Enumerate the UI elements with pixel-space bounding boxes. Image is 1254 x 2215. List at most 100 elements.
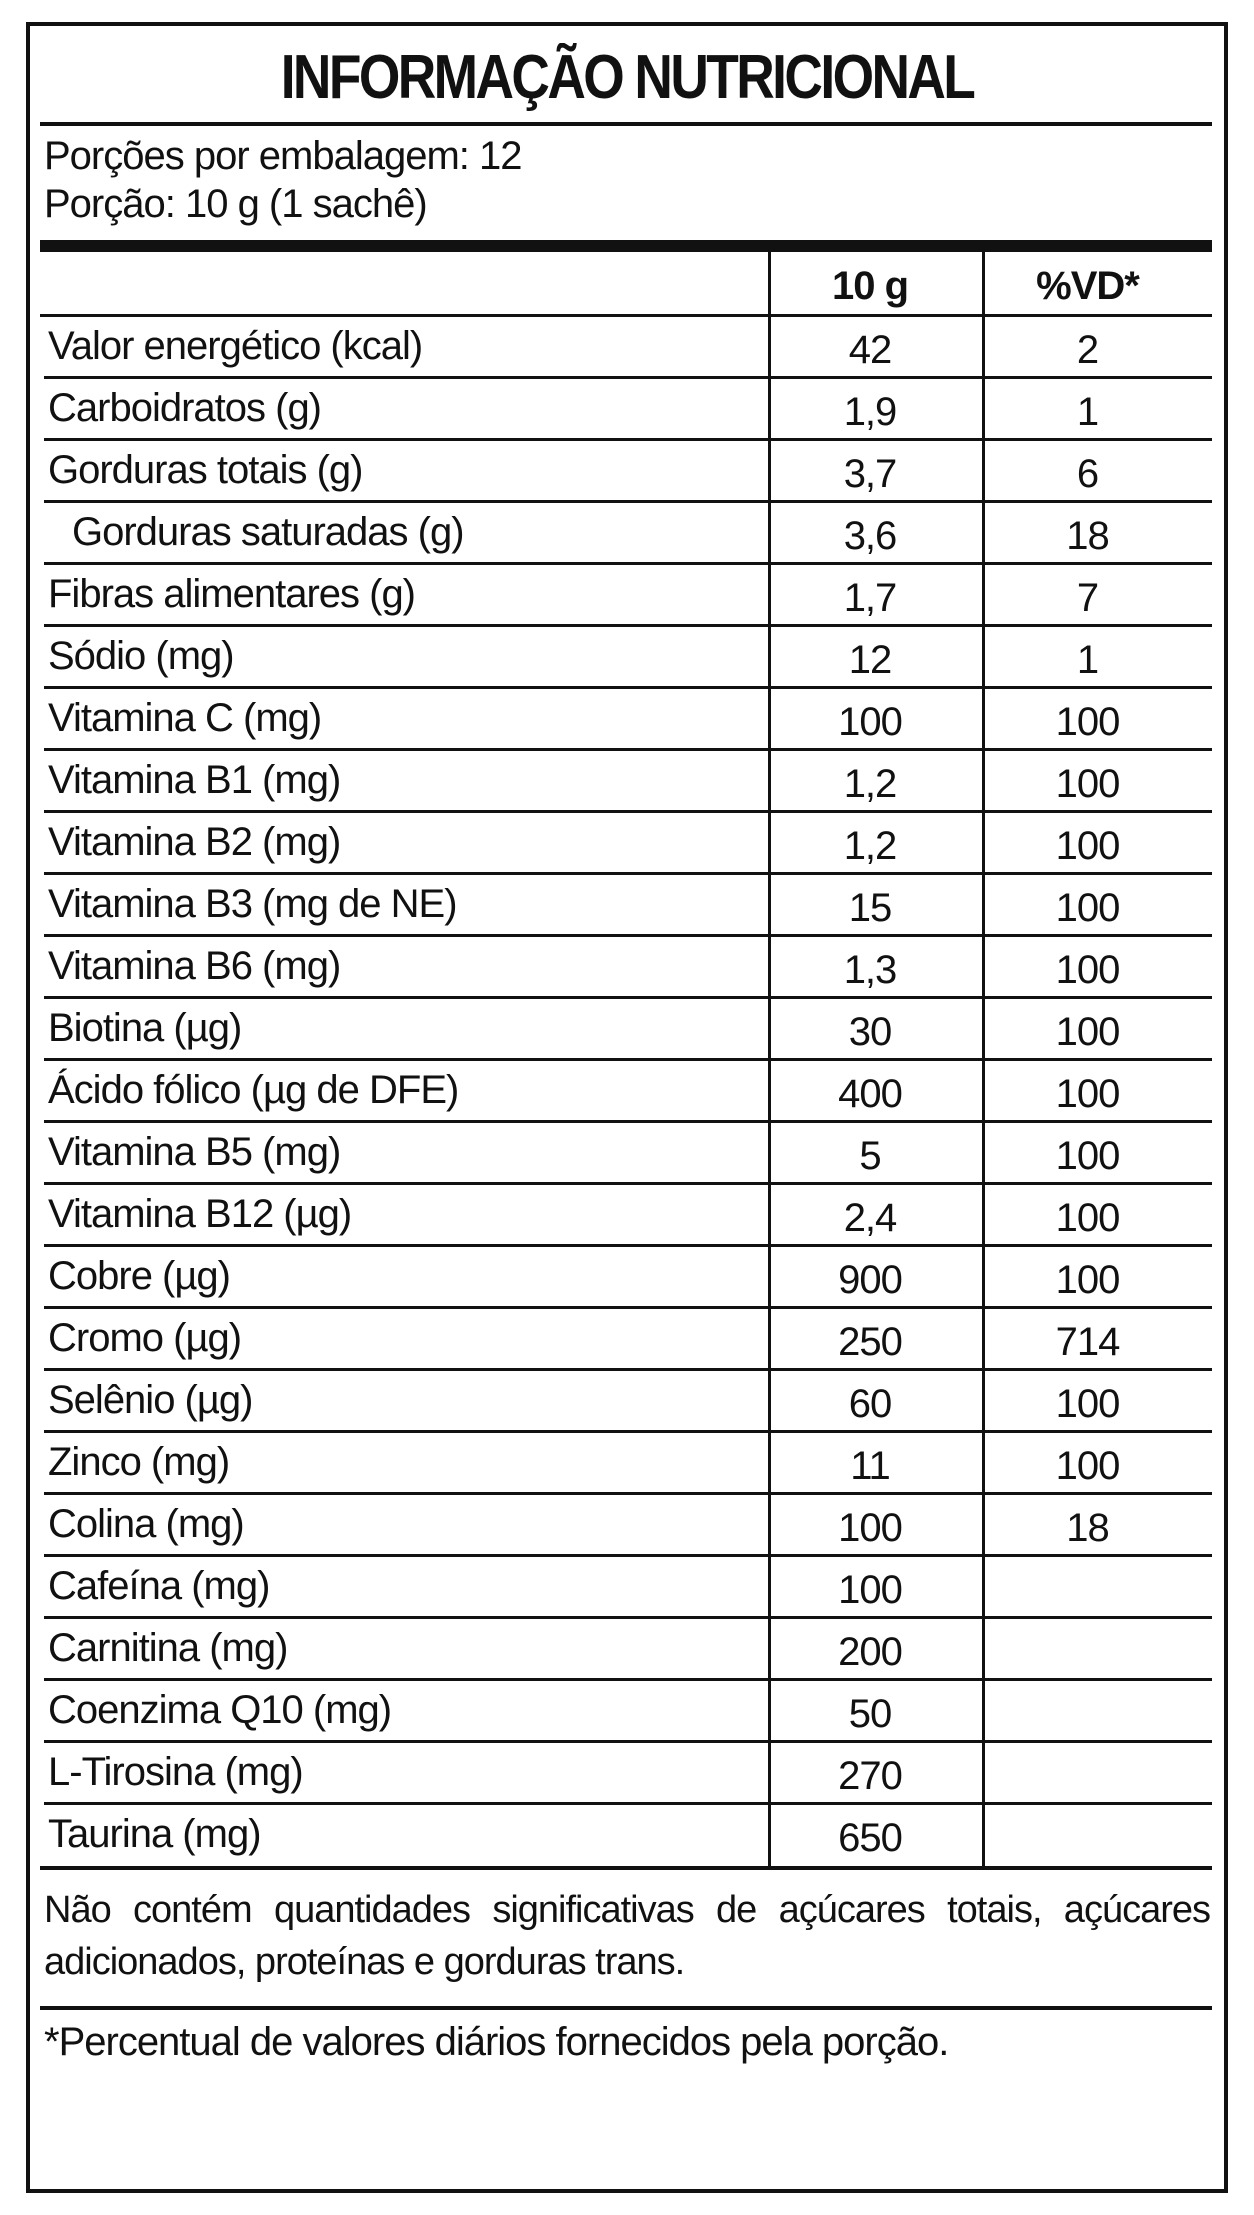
nutrient-amount: 50 <box>848 1692 893 1736</box>
row-divider <box>44 1492 1212 1495</box>
nutrient-daily-value: 100 <box>1055 886 1121 930</box>
nutrient-daily-value: 2 <box>1076 328 1099 372</box>
label-title: INFORMAÇÃO NUTRICIONAL <box>280 43 976 112</box>
nutrient-name: Cafeína (mg) <box>48 1564 270 1608</box>
nutrient-daily-value: 1 <box>1076 390 1099 434</box>
nutrient-daily-value: 100 <box>1055 1010 1121 1054</box>
nutrient-name: Vitamina C (mg) <box>48 696 322 740</box>
row-divider <box>44 1244 1212 1247</box>
nutrient-name: Coenzima Q10 (mg) <box>48 1688 392 1732</box>
row-divider <box>44 810 1212 813</box>
nutrient-amount: 1,9 <box>843 390 898 434</box>
nutrient-amount: 200 <box>838 1630 903 1674</box>
row-divider <box>44 1616 1212 1619</box>
nutrient-name: Taurina (mg) <box>48 1812 262 1856</box>
nutrient-name: Gorduras totais (g) <box>48 448 363 492</box>
row-divider <box>44 438 1212 441</box>
nutrient-daily-value: 6 <box>1076 452 1099 496</box>
row-divider <box>44 1182 1212 1185</box>
row-divider <box>44 996 1212 999</box>
nutrient-name: Vitamina B6 (mg) <box>48 944 341 988</box>
row-divider <box>44 1554 1212 1557</box>
nutrient-amount: 100 <box>838 1568 903 1612</box>
nutrient-amount: 5 <box>859 1134 881 1178</box>
nutrient-name: Vitamina B2 (mg) <box>48 820 341 864</box>
nutrient-name: Colina (mg) <box>48 1502 245 1546</box>
nutrient-amount: 900 <box>838 1258 903 1302</box>
nutrient-daily-value: 100 <box>1055 948 1121 992</box>
row-divider <box>44 562 1212 565</box>
nutrient-daily-value: 18 <box>1066 514 1110 558</box>
nutrient-name: Biotina (µg) <box>48 1006 242 1050</box>
nutrient-name: Cromo (µg) <box>48 1316 242 1360</box>
row-divider <box>44 934 1212 937</box>
nutrient-daily-value: 100 <box>1055 1444 1121 1488</box>
nutrient-daily-value: 100 <box>1055 1382 1121 1426</box>
nutrient-amount: 250 <box>838 1320 903 1364</box>
nutrition-facts-label: INFORMAÇÃO NUTRICIONAL Porções por embal… <box>26 22 1228 2193</box>
row-divider <box>44 624 1212 627</box>
table-divider <box>40 1866 1212 1870</box>
row-divider <box>44 872 1212 875</box>
row-divider <box>44 686 1212 689</box>
nutrient-daily-value: 100 <box>1055 1258 1121 1302</box>
nutrient-name: Vitamina B5 (mg) <box>48 1130 341 1174</box>
nutrient-daily-value: 1 <box>1076 638 1099 682</box>
row-divider <box>44 376 1212 379</box>
daily-value-footnote: *Percentual de valores diários fornecido… <box>44 2020 949 2064</box>
nutrient-amount: 12 <box>848 638 893 682</box>
nutrient-amount: 270 <box>838 1754 903 1798</box>
nutrient-name: Ácido fólico (µg de DFE) <box>48 1068 459 1112</box>
title-divider <box>40 122 1212 126</box>
header-divider <box>40 314 1212 317</box>
row-divider <box>44 1678 1212 1681</box>
nutrient-name: Carboidratos (g) <box>48 386 322 430</box>
nutrient-amount: 3,7 <box>843 452 898 496</box>
nutrient-name: Sódio (mg) <box>48 634 235 678</box>
nutrient-daily-value: 100 <box>1055 824 1121 868</box>
row-divider <box>44 1740 1212 1743</box>
nutrient-daily-value: 100 <box>1055 1134 1121 1178</box>
row-divider <box>44 1430 1212 1433</box>
nutrient-name: Selênio (µg) <box>48 1378 253 1422</box>
nutrient-amount: 400 <box>838 1072 903 1116</box>
row-divider <box>44 500 1212 503</box>
nutrient-amount: 3,6 <box>843 514 898 558</box>
nutrient-name: Vitamina B12 (µg) <box>48 1192 352 1236</box>
serving-size: Porção: 10 g (1 sachê) <box>44 182 428 226</box>
nutrient-amount: 1,7 <box>843 576 898 620</box>
row-divider <box>44 1120 1212 1123</box>
nutrient-daily-value: 100 <box>1055 1072 1121 1116</box>
nutrient-daily-value: 100 <box>1055 762 1121 806</box>
nutrient-name: Gorduras saturadas (g) <box>72 510 465 554</box>
nutrient-daily-value: 18 <box>1066 1506 1110 1550</box>
row-divider <box>44 1306 1212 1309</box>
nutrient-amount: 650 <box>838 1816 903 1860</box>
nutrient-amount: 1,2 <box>843 762 898 806</box>
column-header-daily-value: %VD* <box>1036 264 1140 308</box>
nutrient-amount: 30 <box>848 1010 893 1054</box>
row-divider <box>44 1058 1212 1061</box>
nutrient-name: Carnitina (mg) <box>48 1626 288 1670</box>
nutrient-amount: 100 <box>838 1506 903 1550</box>
nutrient-amount: 11 <box>850 1444 891 1488</box>
row-divider <box>44 1368 1212 1371</box>
footnote-divider <box>40 2006 1212 2010</box>
nutrient-name: Zinco (mg) <box>48 1440 230 1484</box>
serving-divider <box>40 240 1212 252</box>
nutrient-name: Cobre (µg) <box>48 1254 231 1298</box>
nutrient-name: Valor energético (kcal) <box>48 324 423 368</box>
column-header-amount: 10 g <box>831 264 909 308</box>
nutrient-amount: 15 <box>848 886 893 930</box>
nutrient-name: Vitamina B3 (mg de NE) <box>48 882 458 926</box>
disclaimer-line-2: adicionados, proteínas e gorduras trans. <box>44 1941 685 1983</box>
nutrient-amount: 2,4 <box>843 1196 898 1240</box>
nutrient-amount: 1,2 <box>843 824 898 868</box>
nutrient-amount: 1,3 <box>843 948 898 992</box>
nutrient-name: Fibras alimentares (g) <box>48 572 416 616</box>
nutrient-daily-value: 100 <box>1055 700 1121 744</box>
nutrient-name: L-Tirosina (mg) <box>48 1750 304 1794</box>
nutrient-amount: 60 <box>848 1382 893 1426</box>
nutrient-daily-value: 714 <box>1055 1320 1121 1364</box>
nutrient-daily-value: 7 <box>1076 576 1099 620</box>
